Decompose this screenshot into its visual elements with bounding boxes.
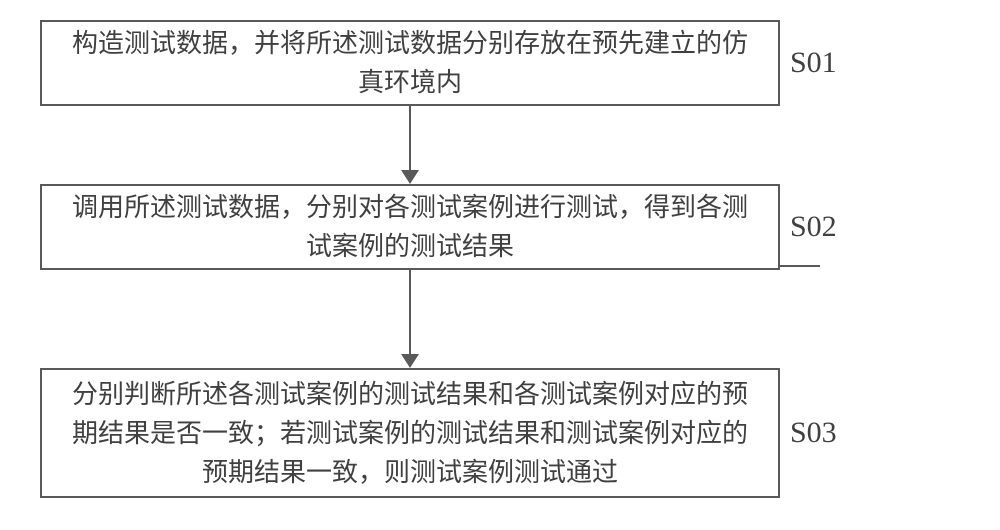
arrow-down-icon [40,270,780,368]
flow-step-box: 调用所述测试数据，分别对各测试案例进行测试，得到各测试案例的测试结果 [40,184,780,270]
flow-step-label: S01 [790,46,837,80]
flow-step-row: 构造测试数据，并将所述测试数据分别存放在预先建立的仿真环境内 S01 [40,20,940,106]
flow-step-row: 调用所述测试数据，分别对各测试案例进行测试，得到各测试案例的测试结果 S02 [40,184,940,270]
flow-step-row: 分别判断所述各测试案例的测试结果和各测试案例对应的预期结果是否一致；若测试案例的… [40,368,940,498]
flow-step-box: 构造测试数据，并将所述测试数据分别存放在预先建立的仿真环境内 [40,20,780,106]
flow-step-label: S02 [790,210,837,244]
flow-step-label: S03 [790,416,837,450]
flow-step-box: 分别判断所述各测试案例的测试结果和各测试案例对应的预期结果是否一致；若测试案例的… [40,368,780,498]
label-lead-line [780,265,820,267]
flow-connector [40,106,940,184]
arrow-down-icon [40,106,780,184]
flowchart-container: 构造测试数据，并将所述测试数据分别存放在预先建立的仿真环境内 S01 调用所述测… [40,20,940,510]
flow-connector [40,270,940,368]
